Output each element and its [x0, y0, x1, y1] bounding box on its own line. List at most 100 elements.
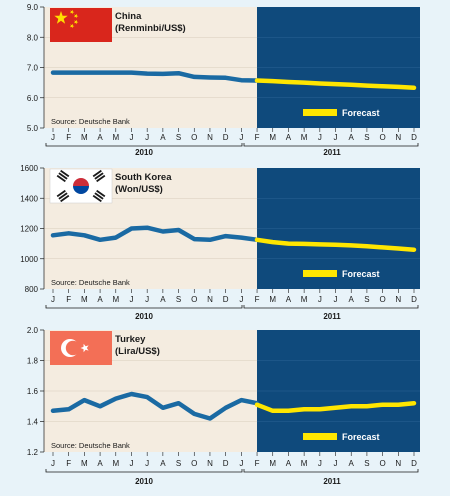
- x-tick-label: F: [255, 459, 260, 468]
- x-tick-label: F: [66, 459, 71, 468]
- x-tick-label: J: [334, 459, 338, 468]
- trigram-bar-icon: [94, 192, 104, 200]
- x-tick-label: N: [207, 133, 213, 142]
- x-tick-label: M: [301, 295, 308, 304]
- chart-title: Turkey: [115, 334, 146, 345]
- x-tick-label: O: [191, 459, 197, 468]
- x-tick-label: A: [349, 133, 355, 142]
- year-label-2011: 2011: [323, 477, 341, 486]
- y-tick-label: 1.8: [27, 357, 39, 366]
- x-tick-label: A: [349, 459, 355, 468]
- trigram-bar-icon: [60, 169, 70, 178]
- y-tick-label: 2.0: [27, 327, 39, 335]
- year-bracket-2010: [45, 305, 243, 309]
- crescent-cutout-icon: [65, 340, 81, 356]
- x-tick-label: J: [51, 295, 55, 304]
- forecast-legend-label: Forecast: [342, 108, 380, 118]
- x-tick-label: A: [160, 295, 166, 304]
- x-tick-label: J: [145, 295, 149, 304]
- x-tick-label: F: [66, 295, 71, 304]
- x-tick-label: D: [223, 295, 229, 304]
- x-tick-label: A: [160, 133, 166, 142]
- forecast-legend-label: Forecast: [342, 432, 380, 442]
- x-tick-label: M: [301, 459, 308, 468]
- x-tick-label: A: [160, 459, 166, 468]
- x-tick-label: J: [334, 133, 338, 142]
- x-tick-label: S: [364, 133, 369, 142]
- y-tick-label: 800: [25, 285, 39, 294]
- year-label-2011: 2011: [323, 148, 341, 157]
- chart-title: China: [115, 11, 142, 22]
- actual-series-line: [50, 391, 260, 421]
- forecast-legend-swatch: [303, 433, 337, 440]
- forecast-series-line: [254, 78, 417, 91]
- x-tick-label: N: [395, 459, 401, 468]
- year-label-2010: 2010: [135, 312, 153, 321]
- x-tick-label: J: [334, 295, 338, 304]
- source-note: Source: Deutsche Bank: [51, 441, 130, 450]
- south-korea-chart: 1600 1400 1200 1000 800 South Korea(Won/US$) S…: [20, 164, 420, 321]
- y-tick-label: 6.0: [27, 94, 39, 103]
- x-tick-label: J: [129, 133, 133, 142]
- x-tick-label: S: [176, 459, 181, 468]
- x-tick-label: M: [112, 133, 119, 142]
- year-bracket-2011: [243, 143, 419, 147]
- x-tick-label: J: [51, 459, 55, 468]
- x-tick-label: J: [129, 459, 133, 468]
- source-note: Source: Deutsche Bank: [51, 117, 130, 126]
- x-tick-label: A: [97, 133, 103, 142]
- chart-panel-south-korea: 1600 1400 1200 1000 800 South Korea (Won/US$) S…: [0, 162, 450, 327]
- chart-subtitle: (Won/US$): [115, 184, 163, 195]
- x-tick-label: J: [129, 295, 133, 304]
- y-tick-label: 1.4: [27, 418, 39, 427]
- y-tick-label: 1000: [20, 255, 38, 264]
- chart-subtitle: (Renminbi/US$): [115, 23, 186, 34]
- year-bracket-2011: [243, 305, 419, 309]
- trigram-bar-icon: [56, 174, 66, 183]
- trigram-bar-icon: [92, 169, 102, 178]
- china-chart: 9.0 8.0 7.0 6.0 5.0 China(Renminbi/US$) Source…: [27, 3, 420, 157]
- x-tick-label: J: [318, 459, 322, 468]
- x-tick-label: N: [207, 295, 213, 304]
- trigram-bar-icon: [96, 189, 106, 198]
- x-tick-label: J: [318, 133, 322, 142]
- china-flag-icon: [50, 8, 112, 42]
- x-tick-label: A: [97, 459, 103, 468]
- x-tick-label: J: [51, 133, 55, 142]
- x-tick-label: M: [301, 133, 308, 142]
- trigram-bar-icon: [58, 172, 68, 180]
- x-tick-label: A: [286, 133, 292, 142]
- chart-panel-china: 9.0 8.0 7.0 6.0 5.0 China (Renminbi/US$) Source…: [0, 0, 450, 162]
- year-bracket-2010: [45, 469, 243, 473]
- year-bracket-2011: [243, 469, 419, 473]
- flag-star-icon: [69, 23, 75, 29]
- x-tick-label: S: [176, 295, 181, 304]
- y-tick-label: 8.0: [27, 33, 39, 42]
- forecast-series-line: [254, 400, 417, 414]
- x-tick-label: F: [66, 133, 71, 142]
- x-tick-label: D: [411, 459, 417, 468]
- y-tick-label: 1.6: [27, 387, 39, 396]
- x-tick-label: M: [81, 133, 88, 142]
- x-tick-label: J: [145, 459, 149, 468]
- x-tick-label: M: [269, 295, 276, 304]
- forecast-series-line: [254, 237, 417, 252]
- x-tick-label: M: [269, 133, 276, 142]
- chart-panel-turkey: 2.0 1.8 1.6 1.4 1.2 Turkey (Lira/US$) Source: D…: [0, 327, 450, 496]
- forecast-legend-swatch: [303, 109, 337, 116]
- x-tick-label: M: [112, 295, 119, 304]
- x-tick-label: J: [239, 459, 243, 468]
- x-tick-label: J: [318, 295, 322, 304]
- actual-series-line: [50, 225, 260, 243]
- chart-title: South Korea: [115, 172, 172, 183]
- x-tick-label: O: [379, 459, 385, 468]
- forecast-legend-label: Forecast: [342, 269, 380, 279]
- turkey-chart: 2.0 1.8 1.6 1.4 1.2 Turkey(Lira/US$) Source: D…: [27, 327, 420, 486]
- flag-star-icon: [73, 13, 79, 19]
- year-label-2011: 2011: [323, 312, 341, 321]
- x-tick-label: N: [207, 459, 213, 468]
- year-label-2010: 2010: [135, 477, 153, 486]
- x-tick-label: M: [81, 459, 88, 468]
- taegeuk-top-icon: [73, 178, 89, 186]
- x-tick-label: M: [269, 459, 276, 468]
